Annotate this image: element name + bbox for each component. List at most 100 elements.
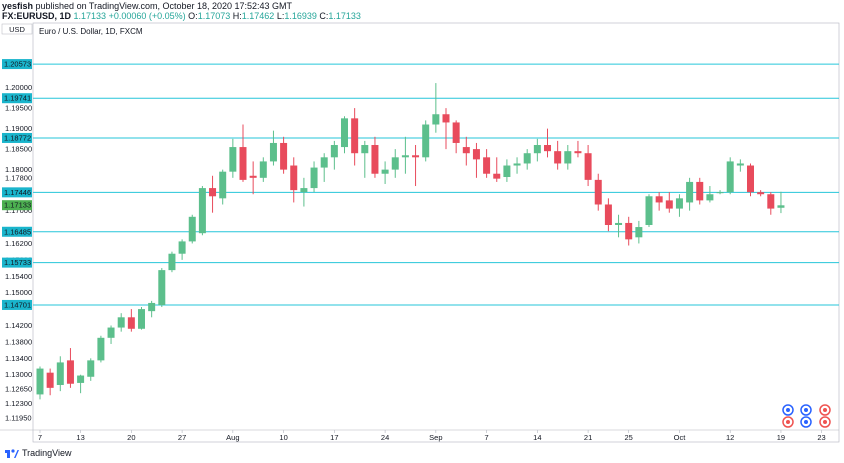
candle-43[interactable]	[472, 142, 480, 178]
y-axis-unit-box[interactable]: USD	[1, 23, 33, 35]
candle-body-19	[229, 147, 237, 172]
candle-41[interactable]	[452, 120, 460, 154]
candle-67[interactable]	[716, 190, 724, 195]
candles[interactable]	[36, 83, 785, 400]
event-flag-icon-0[interactable]	[782, 404, 794, 416]
candle-6[interactable]	[97, 335, 105, 363]
candle-0[interactable]	[36, 366, 44, 400]
candle-29[interactable]	[330, 140, 338, 170]
candle-2[interactable]	[56, 356, 64, 392]
candle-47[interactable]	[513, 157, 521, 174]
candle-body-41	[452, 122, 460, 143]
level-tag-label-4: 1.16485	[4, 227, 31, 236]
candle-body-57	[615, 222, 623, 225]
candle-48[interactable]	[523, 149, 531, 170]
candle-62[interactable]	[665, 192, 673, 213]
footer-brand[interactable]: TradingView	[5, 448, 72, 458]
candle-50[interactable]	[544, 128, 551, 158]
open-value: 1.17073	[197, 11, 231, 21]
candle-23[interactable]	[269, 130, 277, 166]
candle-52[interactable]	[564, 145, 572, 170]
candle-21[interactable]	[249, 161, 257, 195]
candle-9[interactable]	[127, 309, 135, 332]
candle-25[interactable]	[290, 157, 298, 203]
candle-69[interactable]	[736, 159, 744, 172]
candle-15[interactable]	[188, 214, 196, 244]
candle-73[interactable]	[777, 191, 785, 214]
candle-1[interactable]	[46, 368, 54, 396]
event-flag-icon-4[interactable]	[800, 416, 812, 428]
candle-34[interactable]	[381, 161, 389, 184]
candle-body-58	[625, 222, 633, 240]
event-flag-icon-3[interactable]	[782, 416, 794, 428]
event-flag-icon-2[interactable]	[819, 404, 831, 416]
candle-60[interactable]	[645, 194, 653, 228]
candle-28[interactable]	[320, 153, 328, 182]
candle-8[interactable]	[117, 313, 125, 332]
candle-59[interactable]	[635, 220, 643, 244]
level-tag-2	[2, 132, 32, 143]
candle-31[interactable]	[351, 108, 359, 166]
publisher-name[interactable]: yesfish	[2, 1, 34, 11]
candle-46[interactable]	[503, 159, 511, 182]
candle-63[interactable]	[675, 194, 683, 217]
candle-3[interactable]	[66, 348, 74, 388]
candle-64[interactable]	[686, 177, 694, 211]
candle-16[interactable]	[198, 186, 206, 236]
candle-53[interactable]	[574, 140, 582, 158]
candle-58[interactable]	[625, 216, 633, 246]
y-axis[interactable]: 1.11950 1.12300 1.12650 1.13000 1.13400 1.138…	[5, 83, 32, 422]
candle-27[interactable]	[310, 161, 318, 193]
candle-11[interactable]	[148, 300, 156, 318]
candle-68[interactable]	[726, 157, 734, 195]
candle-7[interactable]	[107, 325, 115, 344]
candle-49[interactable]	[533, 138, 541, 162]
candle-5[interactable]	[87, 358, 95, 381]
y-tick-label-16: 1.19000	[5, 124, 32, 133]
candle-71[interactable]	[757, 190, 765, 197]
candle-20[interactable]	[239, 124, 247, 182]
candle-22[interactable]	[259, 157, 267, 182]
candle-66[interactable]	[706, 186, 714, 203]
candle-65[interactable]	[696, 177, 704, 205]
candle-26[interactable]	[300, 177, 308, 207]
candle-4[interactable]	[77, 374, 85, 394]
event-flag-icon-1[interactable]	[800, 404, 812, 416]
candle-39[interactable]	[432, 83, 440, 133]
candle-57[interactable]	[615, 214, 623, 238]
candle-44[interactable]	[483, 149, 491, 178]
event-flag-icon-5[interactable]	[819, 416, 831, 428]
candle-17[interactable]	[209, 175, 217, 213]
candle-70[interactable]	[747, 163, 754, 197]
candle-body-15	[188, 216, 196, 242]
candle-54[interactable]	[584, 145, 592, 187]
candle-body-32	[361, 145, 369, 154]
candle-38[interactable]	[422, 120, 430, 162]
level-tag-5	[2, 257, 32, 268]
level-tag-label-6: 1.14701	[4, 300, 31, 309]
candle-12[interactable]	[158, 268, 166, 308]
candle-24[interactable]	[280, 136, 288, 174]
candle-37[interactable]	[412, 145, 420, 187]
candle-45[interactable]	[493, 157, 501, 182]
candle-40[interactable]	[442, 108, 450, 150]
candle-19[interactable]	[229, 138, 237, 178]
candle-36[interactable]	[401, 136, 409, 174]
candle-56[interactable]	[604, 198, 612, 232]
candle-72[interactable]	[767, 192, 775, 215]
candle-55[interactable]	[594, 173, 602, 211]
candle-35[interactable]	[391, 149, 399, 178]
event-icons[interactable]	[782, 404, 831, 428]
candle-10[interactable]	[138, 307, 145, 330]
candle-30[interactable]	[341, 116, 348, 154]
candle-14[interactable]	[178, 239, 186, 260]
candle-61[interactable]	[655, 192, 663, 211]
candle-18[interactable]	[219, 169, 227, 205]
candle-33[interactable]	[371, 136, 379, 178]
candle-13[interactable]	[168, 251, 176, 273]
candle-42[interactable]	[462, 136, 470, 166]
x-axis[interactable]: 7 13 20 27 Aug 10 17 24 Sep 7 14 21 25 Oct 12 19 23	[38, 430, 826, 442]
candle-51[interactable]	[554, 140, 562, 170]
candle-32[interactable]	[361, 140, 369, 178]
